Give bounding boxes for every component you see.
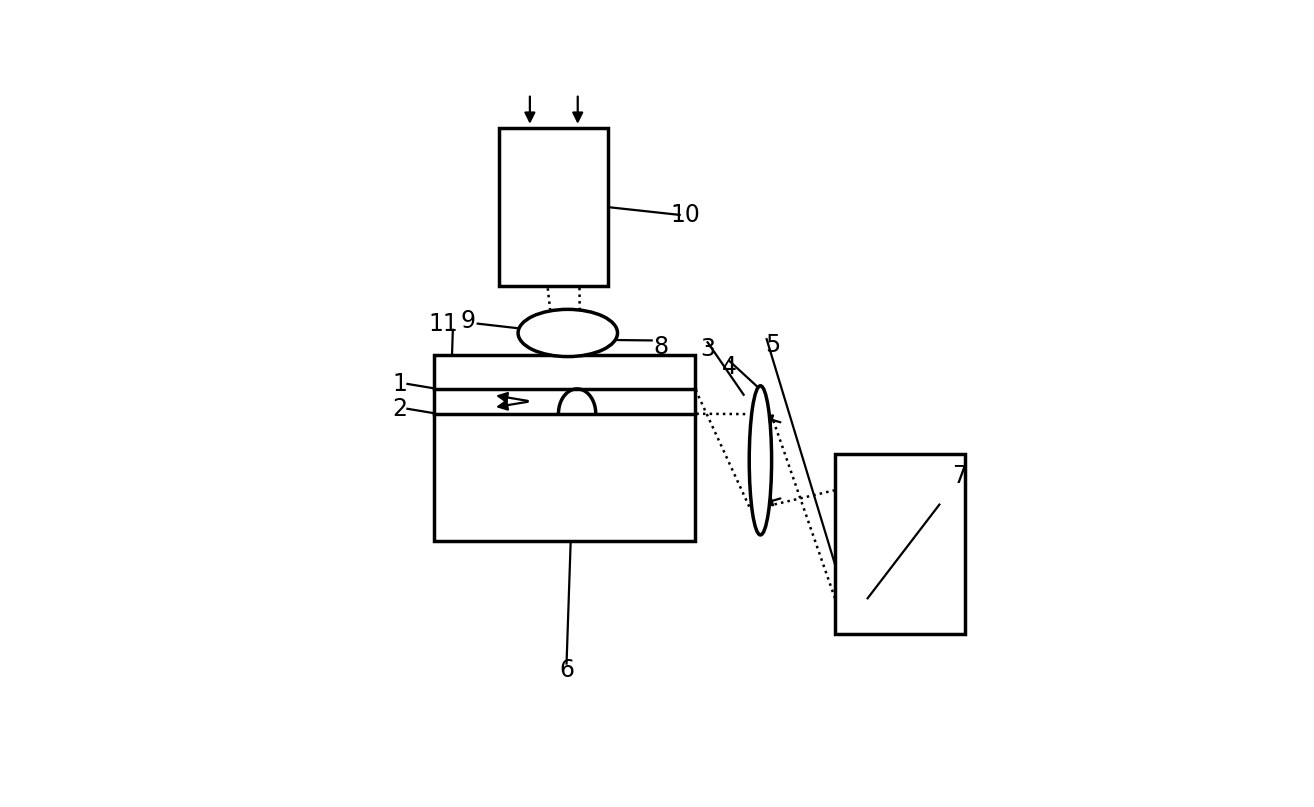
Text: 8: 8 [653, 335, 669, 358]
Text: 2: 2 [393, 397, 407, 420]
Text: 10: 10 [671, 203, 700, 227]
Ellipse shape [518, 309, 618, 357]
Text: 3: 3 [700, 337, 715, 361]
Text: 11: 11 [428, 312, 459, 336]
Bar [834, 454, 966, 634]
Text: 5: 5 [765, 333, 781, 358]
Text: 1: 1 [393, 372, 407, 396]
Text: 9: 9 [461, 308, 476, 332]
Text: 6: 6 [558, 658, 574, 682]
Text: 7: 7 [951, 464, 967, 488]
Ellipse shape [749, 386, 771, 535]
Bar [499, 128, 608, 286]
Text: 4: 4 [721, 355, 737, 379]
Bar [434, 355, 695, 541]
